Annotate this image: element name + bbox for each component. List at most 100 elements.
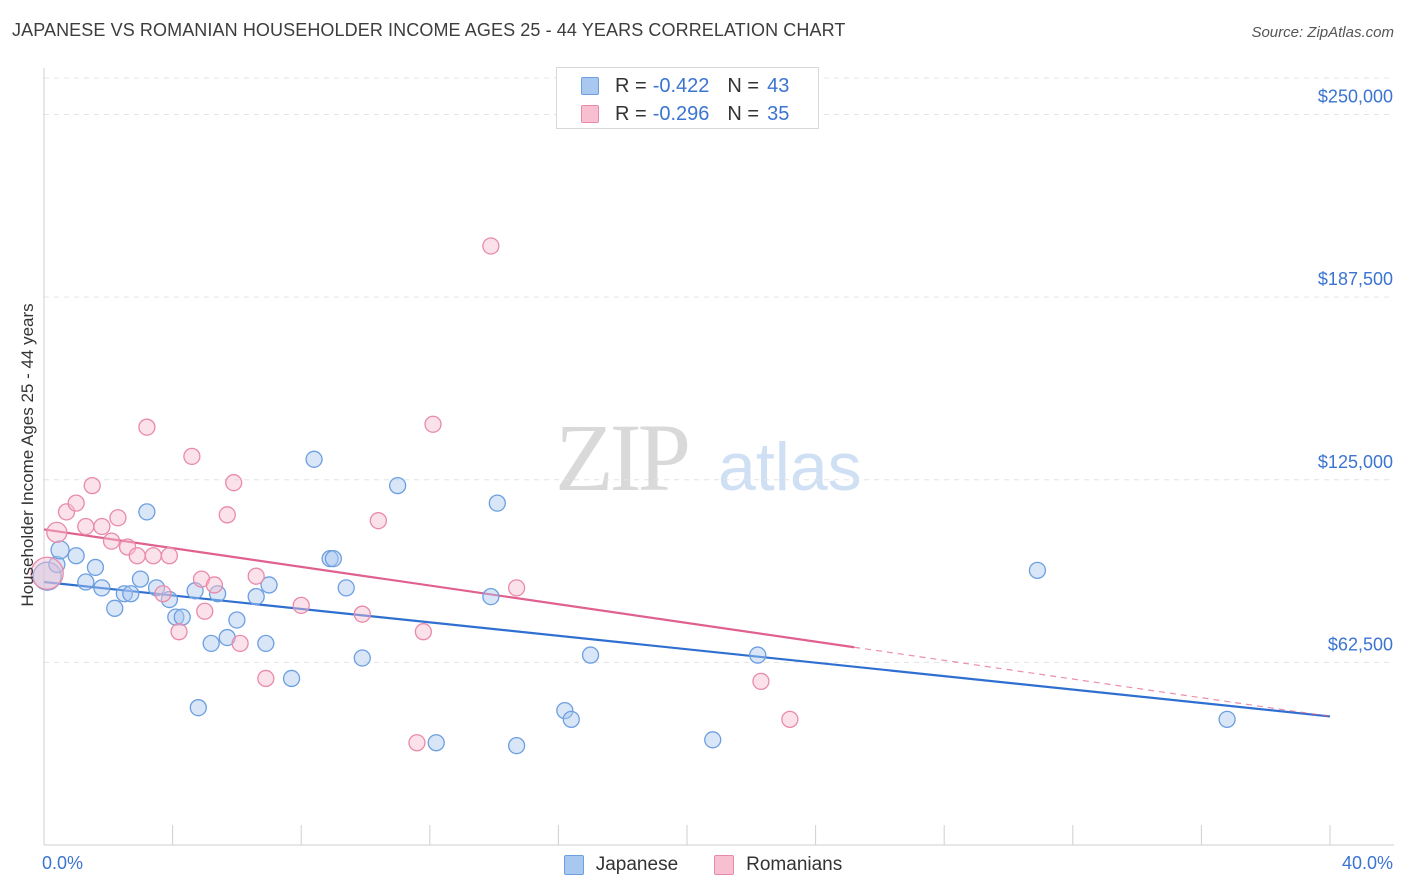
data-point-japanese [388, 476, 407, 495]
data-point-japanese [228, 611, 246, 629]
data-point-romanians [292, 596, 310, 615]
data-point-romanians [109, 509, 127, 527]
data-point-romanians [231, 634, 249, 653]
series-legend-romanians[interactable]: Romanians [714, 854, 842, 876]
data-point-japanese [427, 734, 445, 752]
series-label-japanese: Japanese [595, 854, 679, 875]
legend-n-value: 35 [767, 102, 790, 125]
data-point-japanese [50, 540, 70, 560]
data-point-romanians [257, 669, 275, 688]
data-point-japanese [704, 731, 722, 749]
chart-source: Source: ZipAtlas.com [1251, 24, 1394, 41]
data-point-japanese [77, 573, 95, 591]
data-points [30, 237, 1236, 755]
legend-r-value: -0.296 [652, 102, 710, 125]
data-point-japanese [122, 585, 140, 603]
data-point-romanians [83, 476, 101, 495]
legend-swatch-japanese [581, 77, 599, 95]
data-point-romanians [30, 556, 64, 590]
tick-labels: $62,500 $125,000 $187,500 $250,000 0.0% 40.0% [42, 87, 1393, 873]
data-point-japanese [173, 608, 191, 626]
data-point-japanese [32, 561, 62, 591]
series-legend: Japanese Romanians [0, 852, 1406, 878]
data-point-romanians [369, 512, 388, 530]
legend-n-value: 43 [767, 74, 790, 97]
legend-n-label: N = [727, 102, 760, 125]
legend-row-romanians: R = -0.296 N = 35 [581, 102, 789, 126]
data-point-japanese [556, 701, 574, 720]
data-point-japanese [488, 494, 506, 512]
data-point-japanese [260, 576, 278, 594]
data-point-japanese [115, 585, 134, 603]
y-tick-label: $250,000 [1318, 87, 1393, 107]
legend-r-label: R = [615, 74, 647, 97]
data-point-japanese [337, 579, 355, 597]
x-tick-label: 0.0% [42, 853, 83, 873]
legend-row-japanese: R = -0.422 N = 43 [581, 74, 789, 98]
series-swatch-romanians [714, 855, 735, 875]
data-point-romanians [128, 547, 146, 565]
data-point-japanese [202, 634, 220, 653]
data-point-japanese [749, 646, 767, 664]
data-point-romanians [170, 623, 188, 641]
y-axis-label: Householder Income Ages 25 - 44 years [18, 303, 37, 607]
axes [43, 68, 1394, 846]
data-point-romanians [408, 734, 426, 752]
watermark-zip: ZIP [555, 404, 688, 511]
data-point-japanese [106, 599, 124, 617]
x-tick-label: 40.0% [1342, 853, 1393, 873]
y-tick-label: $125,000 [1318, 452, 1393, 472]
legend-r-label: R = [615, 102, 647, 125]
legend-n-label: N = [727, 74, 760, 97]
data-point-japanese [247, 587, 265, 606]
data-point-japanese [1218, 710, 1236, 729]
data-point-romanians [205, 576, 224, 594]
data-point-romanians [247, 567, 265, 585]
data-point-japanese [167, 608, 185, 626]
data-point-japanese [305, 450, 323, 468]
series-legend-japanese[interactable]: Japanese [563, 854, 679, 876]
data-point-romanians [424, 415, 442, 433]
data-point-romanians [196, 602, 214, 620]
data-point-japanese [131, 570, 150, 588]
data-point-romanians [414, 623, 433, 641]
data-point-japanese [138, 503, 156, 521]
data-point-japanese [282, 669, 301, 688]
data-point-romanians [482, 237, 500, 255]
series-swatch-japanese [563, 855, 584, 875]
data-point-romanians [46, 521, 68, 544]
watermark: ZIP atlas [555, 404, 862, 511]
trend-line-extension-romanians [854, 646, 1331, 718]
data-point-japanese [1028, 561, 1047, 579]
data-point-japanese [257, 634, 275, 653]
data-point-japanese [507, 737, 526, 755]
data-point-japanese [562, 710, 580, 729]
correlation-legend: R = -0.422 N = 43 R = -0.296 N = 35 [556, 67, 819, 129]
data-point-japanese [67, 547, 85, 565]
data-point-romanians [183, 447, 201, 466]
data-point-romanians [225, 474, 243, 492]
data-point-romanians [93, 517, 111, 536]
data-point-romanians [144, 547, 162, 565]
data-point-japanese [147, 579, 166, 597]
data-point-romanians [781, 710, 799, 729]
data-point-japanese [581, 646, 600, 664]
y-tick-label: $187,500 [1318, 269, 1393, 289]
data-point-japanese [189, 699, 207, 717]
data-point-romanians [353, 605, 371, 623]
data-point-japanese [48, 555, 66, 574]
grid-lines [44, 77, 1394, 663]
data-point-japanese [353, 649, 371, 667]
data-point-romanians [507, 579, 526, 597]
y-tick-label: $62,500 [1328, 634, 1393, 654]
chart-title: JAPANESE VS ROMANIAN HOUSEHOLDER INCOME … [12, 20, 846, 40]
data-point-romanians [154, 585, 172, 603]
data-point-romanians [752, 672, 770, 691]
data-point-romanians [218, 506, 236, 524]
legend-swatch-romanians [581, 105, 599, 123]
data-point-romanians [160, 547, 179, 565]
data-point-romanians [102, 532, 121, 550]
data-point-romanians [67, 494, 85, 512]
data-point-romanians [138, 418, 156, 436]
